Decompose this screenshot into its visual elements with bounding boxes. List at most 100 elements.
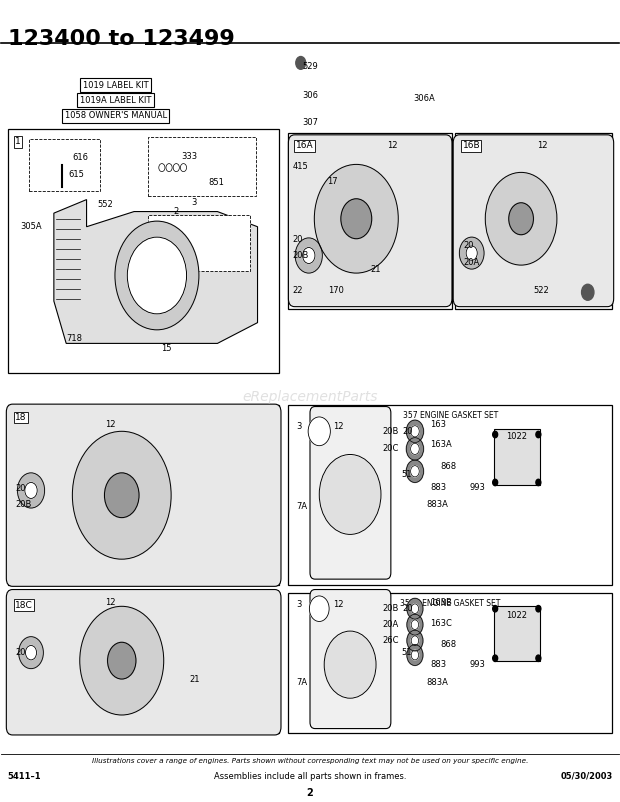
FancyBboxPatch shape <box>494 606 540 661</box>
Text: 15: 15 <box>161 344 171 353</box>
FancyBboxPatch shape <box>310 589 391 728</box>
Circle shape <box>410 444 419 455</box>
Text: 993: 993 <box>469 483 485 492</box>
Text: 333: 333 <box>182 152 198 161</box>
Text: 12: 12 <box>537 140 547 150</box>
Text: 26C: 26C <box>383 636 399 645</box>
Text: 20B: 20B <box>15 500 32 509</box>
Text: 552: 552 <box>97 200 113 209</box>
Circle shape <box>25 646 37 660</box>
Circle shape <box>107 642 136 679</box>
Circle shape <box>341 199 372 239</box>
Circle shape <box>406 420 423 443</box>
Text: 883A: 883A <box>426 678 448 687</box>
Text: 22: 22 <box>293 286 303 295</box>
Circle shape <box>493 606 498 612</box>
Text: 20A: 20A <box>463 258 479 267</box>
FancyBboxPatch shape <box>29 139 100 191</box>
Text: 17: 17 <box>327 176 338 186</box>
Text: 20C: 20C <box>383 444 399 453</box>
Text: 7A: 7A <box>296 678 308 687</box>
Text: 20A: 20A <box>383 620 399 630</box>
Circle shape <box>582 284 594 300</box>
Circle shape <box>303 248 315 264</box>
Text: 1019 LABEL KIT: 1019 LABEL KIT <box>82 81 148 90</box>
Text: 20B: 20B <box>383 427 399 435</box>
Text: 306A: 306A <box>414 95 435 103</box>
Text: 163: 163 <box>430 420 446 429</box>
Text: 306: 306 <box>303 91 319 100</box>
Circle shape <box>115 221 199 330</box>
Text: eReplacementParts: eReplacementParts <box>242 390 378 404</box>
FancyBboxPatch shape <box>148 215 250 271</box>
Text: 357 ENGINE GASKET SET: 357 ENGINE GASKET SET <box>403 411 498 420</box>
FancyBboxPatch shape <box>7 129 279 373</box>
Circle shape <box>466 246 477 261</box>
Text: 18: 18 <box>15 413 27 422</box>
Text: 3: 3 <box>192 198 197 207</box>
FancyBboxPatch shape <box>7 593 279 732</box>
Circle shape <box>308 417 330 446</box>
Text: 522: 522 <box>533 286 549 295</box>
Text: 615: 615 <box>68 170 84 180</box>
Circle shape <box>410 426 419 437</box>
Text: 883: 883 <box>430 483 446 492</box>
Text: 307: 307 <box>303 119 319 128</box>
Circle shape <box>407 598 423 619</box>
Text: 868: 868 <box>441 462 457 471</box>
Text: 305A: 305A <box>20 222 42 231</box>
Circle shape <box>25 483 37 498</box>
Circle shape <box>493 431 498 438</box>
FancyBboxPatch shape <box>288 135 452 306</box>
Text: 18C: 18C <box>15 601 33 610</box>
Text: 1: 1 <box>15 137 20 146</box>
Text: 12: 12 <box>387 140 397 150</box>
Circle shape <box>80 606 164 715</box>
Circle shape <box>493 655 498 662</box>
Circle shape <box>485 172 557 265</box>
Text: 21: 21 <box>190 674 200 683</box>
Circle shape <box>295 238 322 273</box>
Text: 616: 616 <box>73 152 89 162</box>
Text: 358A ENGINE GASKET SET: 358A ENGINE GASKET SET <box>401 599 500 608</box>
Circle shape <box>459 237 484 269</box>
Circle shape <box>319 455 381 534</box>
Text: 718: 718 <box>66 334 82 343</box>
Text: 05/30/2003: 05/30/2003 <box>560 772 613 780</box>
Text: 16B: 16B <box>463 141 480 150</box>
Text: 3: 3 <box>296 600 302 610</box>
FancyBboxPatch shape <box>455 133 613 309</box>
FancyBboxPatch shape <box>6 404 281 586</box>
Text: 163A: 163A <box>430 440 452 449</box>
Text: 20: 20 <box>15 648 25 657</box>
Text: 529: 529 <box>303 63 318 71</box>
Text: 123400 to 123499: 123400 to 123499 <box>7 30 234 50</box>
Circle shape <box>19 637 43 669</box>
Text: 163C: 163C <box>430 618 452 628</box>
Text: 12: 12 <box>105 420 115 429</box>
Text: 5411–1: 5411–1 <box>7 772 41 780</box>
Circle shape <box>73 431 171 559</box>
Text: 163B: 163B <box>430 597 452 607</box>
Text: 1058 OWNER'S MANUAL: 1058 OWNER'S MANUAL <box>64 111 167 120</box>
Circle shape <box>410 466 419 477</box>
FancyBboxPatch shape <box>7 405 279 585</box>
Circle shape <box>411 620 418 630</box>
Text: 20B: 20B <box>293 251 309 260</box>
Circle shape <box>326 633 375 697</box>
Text: 3: 3 <box>296 422 302 431</box>
Text: 12: 12 <box>334 600 344 610</box>
Text: 1022: 1022 <box>507 432 527 441</box>
Text: 20B: 20B <box>383 604 399 614</box>
Text: 993: 993 <box>469 660 485 669</box>
Circle shape <box>406 460 423 483</box>
Text: 16A: 16A <box>296 141 314 150</box>
Text: 51: 51 <box>401 470 412 479</box>
Circle shape <box>127 237 187 314</box>
Circle shape <box>407 630 423 651</box>
Circle shape <box>17 473 45 508</box>
FancyBboxPatch shape <box>288 133 452 309</box>
Circle shape <box>509 203 533 235</box>
Polygon shape <box>54 200 257 343</box>
Circle shape <box>493 480 498 486</box>
